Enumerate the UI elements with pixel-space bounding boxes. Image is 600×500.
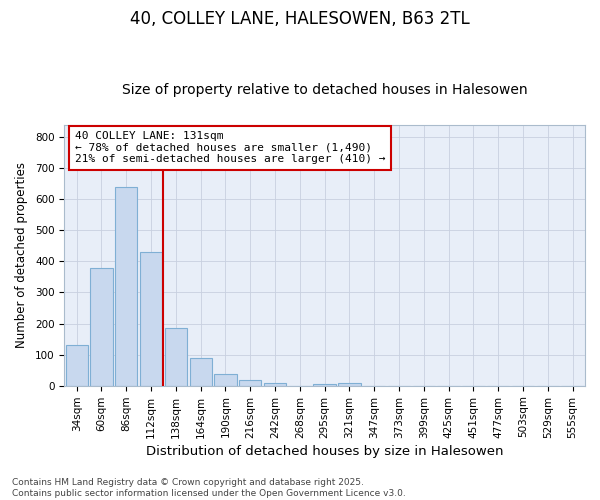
X-axis label: Distribution of detached houses by size in Halesowen: Distribution of detached houses by size … — [146, 444, 503, 458]
Bar — [140, 252, 162, 386]
Bar — [239, 380, 262, 386]
Bar — [65, 346, 88, 386]
Title: Size of property relative to detached houses in Halesowen: Size of property relative to detached ho… — [122, 83, 527, 97]
Bar — [190, 358, 212, 386]
Bar — [165, 328, 187, 386]
Bar — [264, 382, 286, 386]
Bar — [115, 186, 137, 386]
Text: 40, COLLEY LANE, HALESOWEN, B63 2TL: 40, COLLEY LANE, HALESOWEN, B63 2TL — [130, 10, 470, 28]
Text: 40 COLLEY LANE: 131sqm
← 78% of detached houses are smaller (1,490)
21% of semi-: 40 COLLEY LANE: 131sqm ← 78% of detached… — [75, 131, 385, 164]
Bar — [91, 268, 113, 386]
Text: Contains HM Land Registry data © Crown copyright and database right 2025.
Contai: Contains HM Land Registry data © Crown c… — [12, 478, 406, 498]
Y-axis label: Number of detached properties: Number of detached properties — [15, 162, 28, 348]
Bar — [338, 383, 361, 386]
Bar — [313, 384, 336, 386]
Bar — [214, 374, 236, 386]
